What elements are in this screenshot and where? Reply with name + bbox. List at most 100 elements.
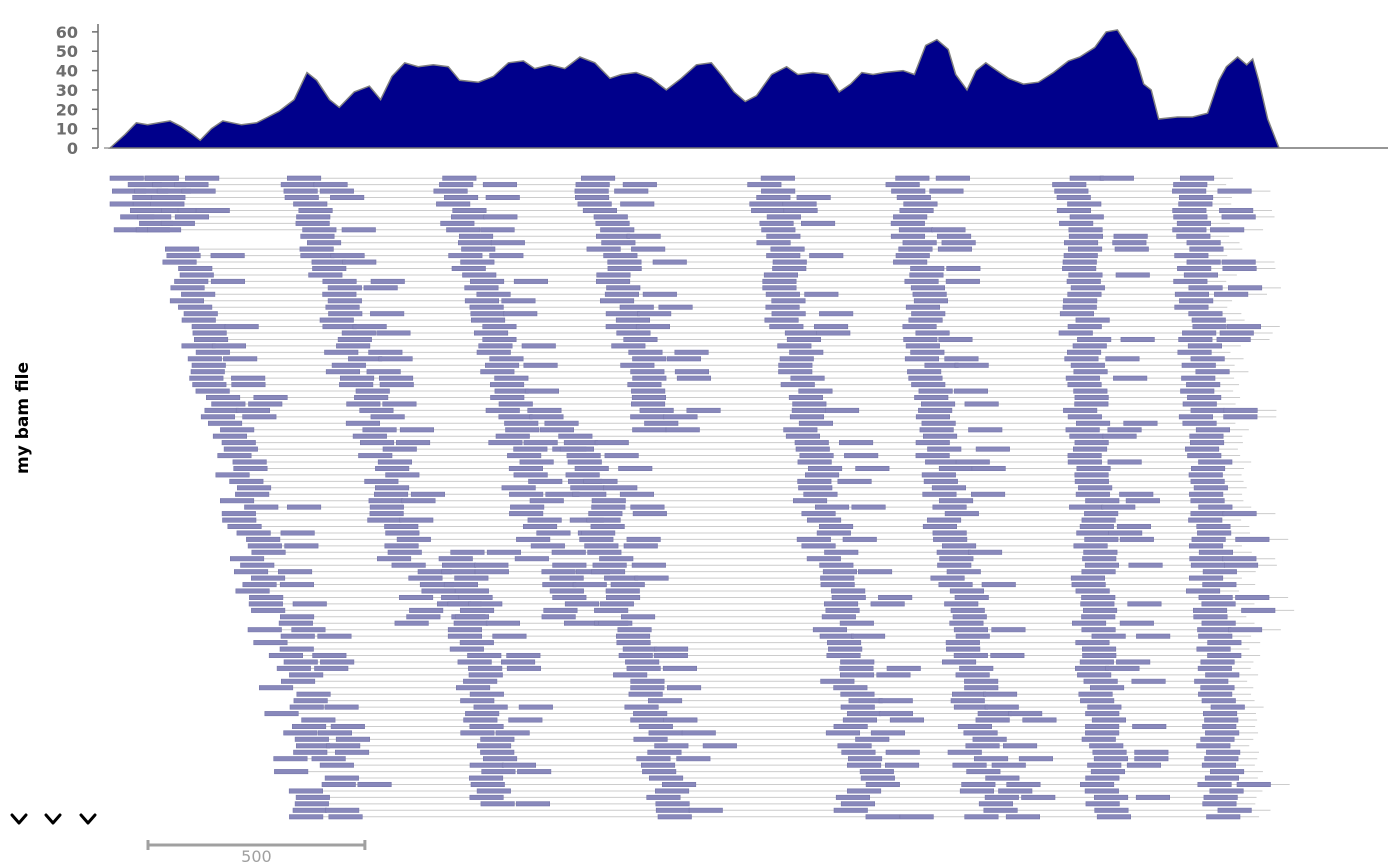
read [289,672,324,678]
read [666,356,702,362]
read [688,807,723,813]
read [1178,201,1213,207]
read [944,511,979,517]
read [295,794,330,800]
read [468,672,503,678]
read [433,188,468,194]
read [898,227,934,233]
read [636,756,671,762]
collapse-track-3-icon[interactable] [79,813,97,825]
read [965,743,1000,749]
read [355,388,390,394]
read [1067,382,1102,388]
read [370,311,405,317]
read [204,407,239,413]
read [1189,491,1224,497]
read [968,427,1003,433]
read [223,356,258,362]
read [766,214,801,220]
read [485,195,520,201]
read [1172,208,1207,214]
read [1172,188,1207,194]
read [1075,640,1110,646]
read [328,814,363,820]
alignment-panel [109,175,1295,820]
read [771,298,806,304]
read [630,401,666,407]
collapse-track-2-icon[interactable] [44,813,62,825]
read [661,781,697,787]
read [572,582,607,588]
read [921,420,956,426]
read [922,491,957,497]
read [1174,253,1209,259]
read [295,220,330,226]
read [1070,362,1105,368]
read [961,781,996,787]
read [1069,175,1104,181]
read [1204,756,1239,762]
read [620,362,655,368]
read [1062,259,1097,265]
read [352,324,387,330]
read [1172,227,1207,233]
read [652,259,687,265]
read [279,582,315,588]
read [1079,659,1114,665]
read [480,736,515,742]
read [217,453,252,459]
read [893,214,928,220]
read [604,453,639,459]
read [510,504,545,510]
read [300,233,335,239]
read [1082,652,1117,658]
read [1206,749,1241,755]
read [536,530,571,536]
read [616,330,651,336]
read [296,214,331,220]
read [339,382,374,388]
read [293,201,328,207]
read [915,330,950,336]
read [595,220,630,226]
read [552,562,587,568]
read [387,549,422,555]
read [503,311,538,317]
read [408,575,443,581]
collapse-track-1-icon[interactable] [10,813,28,825]
read [235,407,270,413]
read [406,614,441,620]
read [206,394,241,400]
read [336,343,371,349]
read [824,407,860,413]
read [1070,285,1105,291]
read [311,756,346,762]
read [469,794,504,800]
read [369,504,404,510]
read [633,736,668,742]
read [284,543,319,549]
read [283,188,318,194]
read [998,788,1033,794]
read [1125,498,1160,504]
read [1180,388,1215,394]
read [915,453,950,459]
read [370,278,405,284]
read [918,388,953,394]
read [1221,214,1256,220]
read [982,691,1018,697]
read [839,665,874,671]
read [646,794,681,800]
read [665,427,700,433]
read [837,478,872,484]
read [358,453,393,459]
read [648,730,683,736]
read [508,717,543,723]
read [584,543,619,549]
read [494,388,529,394]
read [543,607,578,613]
read [1022,717,1057,723]
read [452,208,487,214]
read [966,769,1001,775]
read [460,698,495,704]
